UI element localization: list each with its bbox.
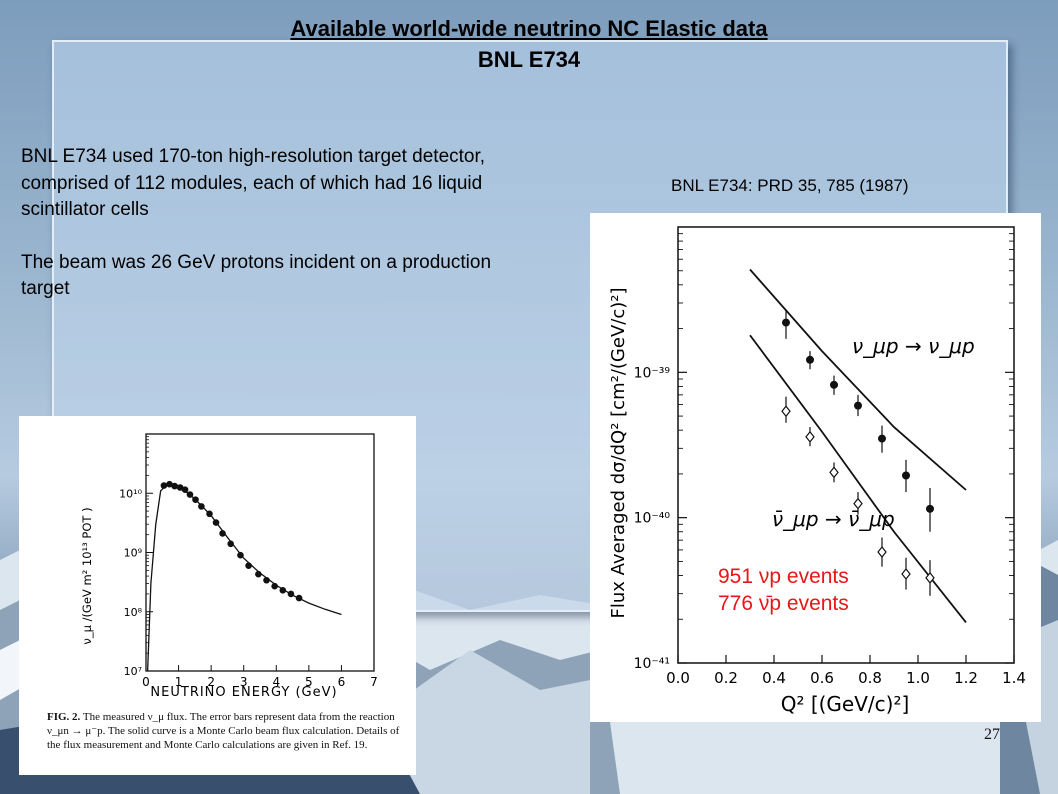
event-counts: 951 νp events 776 ν̄p events xyxy=(718,563,849,617)
nubar-event-count: 776 ν̄p events xyxy=(718,592,849,615)
flux-data-point xyxy=(295,594,303,602)
xs-x-tick-label: 1.0 xyxy=(906,669,930,687)
flux-y-label: ν_μ /(GeV m² 10¹³ POT ) xyxy=(80,507,94,644)
flux-data-point xyxy=(166,480,173,488)
xs-y-tick-label: 10⁻⁴¹ xyxy=(634,656,670,672)
flux-chart: 0 1 2 3 4 5 6 7 10⁷ 10⁸ 10⁹ 10¹⁰ NEUTRINO ENERGY (G… xyxy=(80,433,378,700)
xs-y-tick-label: 10⁻³⁹ xyxy=(634,365,671,381)
nu-data-point xyxy=(902,471,910,480)
slide-subtitle: BNL E734 xyxy=(477,47,581,72)
xs-x-tick-label: 0.2 xyxy=(714,669,738,687)
flux-y-tick-label: 10⁸ xyxy=(124,606,143,619)
xs-y-label: Flux Averaged dσ/dQ² [cm²/(GeV/c)²] xyxy=(608,288,629,619)
nu-data-point xyxy=(926,504,934,513)
reference-label: BNL E734: PRD 35, 785 (1987) xyxy=(671,176,909,195)
nu-data-point xyxy=(806,355,814,364)
xs-y-tick-label: 10⁻⁴⁰ xyxy=(634,511,671,527)
cross-section-figure: 0.0 0.2 0.4 0.6 0.8 1.0 1.2 1.4 10⁻⁴¹ 10⁻⁴⁰ 10⁻³⁹ … xyxy=(590,213,1041,722)
description-paragraph-1: BNL E734 used 170-ton high-resolution ta… xyxy=(21,146,486,220)
flux-data-point xyxy=(263,576,270,584)
flux-x-tick-label: 7 xyxy=(370,675,378,689)
nu-data-point xyxy=(830,380,838,389)
nubar-data-point xyxy=(901,567,911,580)
xs-x-tick-label: 0.8 xyxy=(858,669,882,687)
flux-plot-frame xyxy=(145,433,375,672)
flux-data-point xyxy=(192,496,199,503)
nu-data-point xyxy=(854,401,862,410)
xs-x-tick-label: 0.4 xyxy=(762,669,786,687)
flux-figure-caption: FIG. 2. The measured ν_μ flux. The error… xyxy=(47,711,412,752)
nubar-reaction-label: ν̄_μp → ν̄_μp xyxy=(772,507,895,531)
flux-data-point xyxy=(255,570,262,578)
flux-x-tick-label: 5 xyxy=(305,675,313,689)
slide-title: Available world-wide neutrino NC Elastic… xyxy=(290,16,768,41)
xs-plot-frame xyxy=(677,226,1015,664)
flux-data-point xyxy=(198,503,205,510)
flux-x-tick-label: 3 xyxy=(240,675,248,689)
flux-data-point xyxy=(186,491,194,498)
flux-x-tick-label: 4 xyxy=(272,675,280,689)
flux-y-tick-label: 10⁷ xyxy=(124,665,142,678)
flux-data-point xyxy=(287,590,295,598)
xs-x-label: Q² [(GeV/c)²] xyxy=(781,692,910,716)
flux-x-tick-label: 1 xyxy=(175,675,183,689)
flux-data-point xyxy=(212,519,220,526)
flux-x-tick-label: 2 xyxy=(207,675,215,689)
description-text: BNL E734 used 170-ton high-resolution ta… xyxy=(21,144,491,329)
nu-data-point xyxy=(782,318,790,327)
flux-data-point xyxy=(171,482,178,490)
flux-y-tick-label: 10⁹ xyxy=(124,547,142,560)
caption-id: FIG. 2. xyxy=(47,711,81,723)
slide-number: 27 xyxy=(984,726,1000,743)
nubar-data-point xyxy=(853,497,863,510)
nubar-data-point xyxy=(829,466,839,479)
flux-data-point xyxy=(219,530,226,537)
flux-figure: 0 1 2 3 4 5 6 7 10⁷ 10⁸ 10⁹ 10¹⁰ NEUTRINO ENERGY (G… xyxy=(19,416,416,775)
flux-y-tick-label: 10¹⁰ xyxy=(119,487,142,500)
flux-data-point xyxy=(181,486,189,493)
flux-data-point xyxy=(227,540,234,548)
nubar-data-point xyxy=(925,571,935,584)
xs-x-tick-label: 0.0 xyxy=(666,669,690,687)
flux-monte-carlo-curve xyxy=(146,482,342,672)
xs-x-tick-label: 0.6 xyxy=(810,669,834,687)
nubar-data-point xyxy=(781,405,791,418)
nubar-data-point xyxy=(877,546,887,559)
xs-x-tick-label: 1.2 xyxy=(954,669,978,687)
flux-data-point xyxy=(206,510,213,518)
caption-text: The measured ν_μ flux. The error bars re… xyxy=(47,711,400,751)
flux-data-point xyxy=(245,562,252,569)
cross-section-chart: 0.0 0.2 0.4 0.6 0.8 1.0 1.2 1.410⁻⁴¹10⁻⁴⁰10⁻³⁹ … xyxy=(608,226,1026,716)
nu-reaction-label: ν_μp → ν_μp xyxy=(852,334,975,358)
flux-data-point xyxy=(271,582,278,590)
flux-x-label: NEUTRINO ENERGY (GeV) xyxy=(150,685,337,700)
flux-data-point xyxy=(279,587,287,594)
flux-data-point xyxy=(237,551,244,559)
description-paragraph-2: The beam was 26 GeV protons incident on … xyxy=(21,251,492,300)
flux-x-tick-label: 6 xyxy=(338,675,346,689)
nu-event-count: 951 νp events xyxy=(718,565,849,588)
flux-data-point xyxy=(160,482,168,489)
nu-data-point xyxy=(878,434,886,443)
nubar-data-point xyxy=(805,430,815,443)
flux-x-tick-label: 0 xyxy=(142,675,150,689)
xs-x-tick-label: 1.4 xyxy=(1002,669,1026,687)
